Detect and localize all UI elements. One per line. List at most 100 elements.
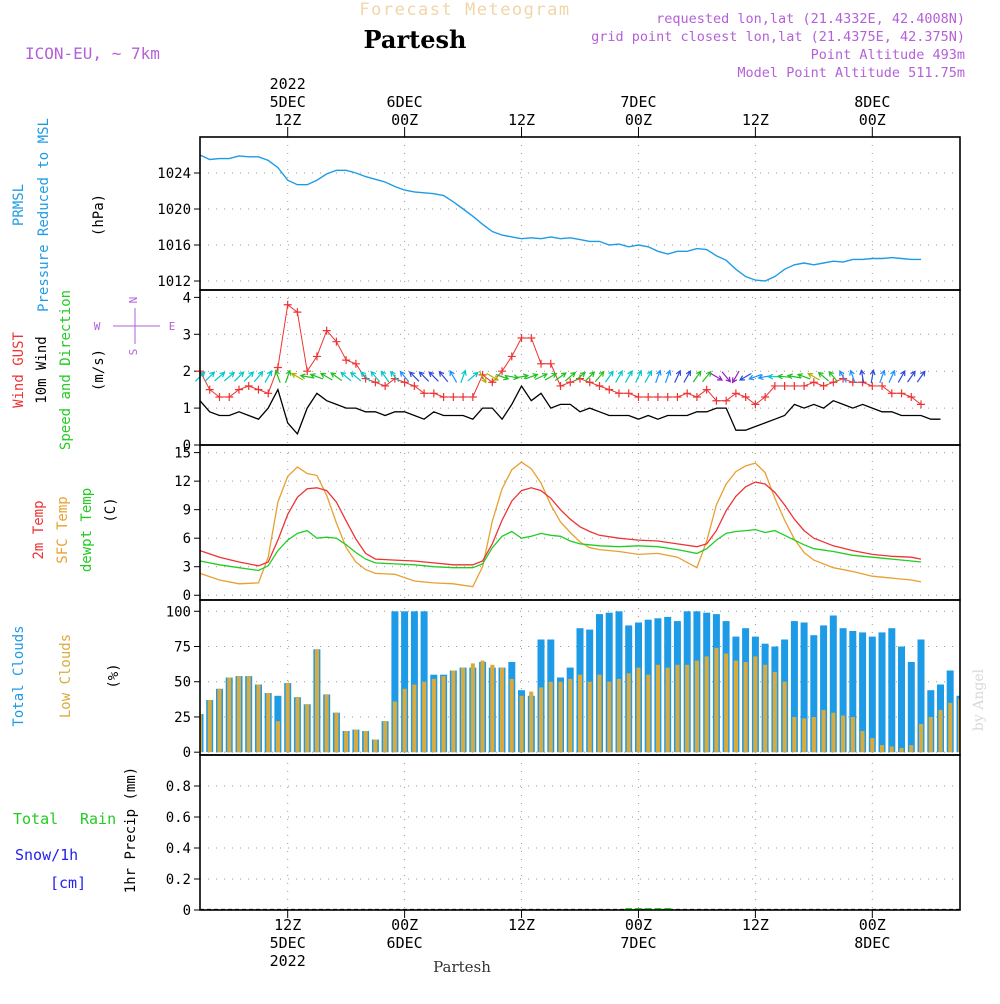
gust-marker (556, 381, 565, 390)
wind-arrow (223, 371, 236, 382)
wind-arrow (624, 370, 633, 383)
time-label-bottom: 12Z (742, 916, 769, 934)
bar-precip (635, 908, 642, 910)
bar-low-clouds (763, 664, 768, 753)
clouds-unit: (%) (106, 663, 122, 688)
bar-low-clouds (295, 697, 300, 753)
wind-arrow (399, 370, 410, 383)
bar-low-clouds (831, 712, 836, 753)
y-tick-label: 2 (183, 364, 191, 380)
y-tick-label: 1024 (157, 166, 191, 182)
watermark: by Angel (971, 668, 987, 731)
gust-marker (420, 389, 429, 398)
time-label-top: 6DEC (387, 93, 423, 111)
y-tick-label: 1 (183, 401, 191, 417)
bar-low-clouds (587, 681, 592, 753)
bar-low-clouds (285, 683, 290, 753)
bar-low-clouds (451, 670, 456, 753)
bar-low-clouds (236, 676, 241, 753)
bar-total-clouds (907, 662, 915, 753)
wind-arrow (888, 369, 896, 383)
bar-low-clouds (636, 667, 641, 753)
wind-arrow (916, 370, 926, 383)
gust-marker (702, 385, 711, 394)
gust-marker (351, 359, 360, 368)
gust-marker (488, 378, 497, 387)
wind-arrow (731, 370, 740, 384)
gust-marker (663, 393, 672, 402)
wind-arrow (360, 371, 371, 382)
gust-marker (273, 363, 282, 372)
y-tick-label: 0 (183, 903, 191, 919)
time-label-top: 12Z (742, 111, 769, 129)
time-label-bottom: 00Z (625, 916, 652, 934)
bar-low-clouds (568, 678, 573, 753)
bar-low-clouds (480, 660, 485, 753)
bar-low-clouds (324, 694, 329, 753)
bar-low-clouds (626, 673, 631, 753)
bar-low-clouds (694, 660, 699, 753)
wind-arrow (839, 370, 847, 383)
gust-marker (614, 389, 623, 398)
gust-marker (254, 385, 263, 394)
panel-pressure: 1012 1016 1020 1024 (157, 137, 960, 290)
bar-total-clouds (839, 628, 847, 753)
gust-marker (624, 389, 633, 398)
bar-total-clouds (898, 646, 905, 753)
bar-low-clouds (392, 701, 397, 753)
wind-arrow (615, 370, 623, 383)
wind-arrow (243, 371, 255, 382)
bar-low-clouds (509, 678, 514, 753)
bar-low-clouds (616, 678, 621, 753)
wind-arrow (340, 371, 352, 382)
gust-marker (780, 381, 789, 390)
time-label-bottom: 00Z (859, 916, 886, 934)
gust-marker (634, 393, 643, 402)
time-label-top: 00Z (391, 111, 418, 129)
y-tick-label: 25 (174, 710, 191, 726)
wind-arrow (428, 371, 439, 382)
plot-layer: 1012101610201024012340369121502550751000… (157, 75, 961, 970)
gust-marker (449, 393, 458, 402)
gust-marker (342, 356, 351, 365)
model-altitude: Model Point Altitude 511.75m (737, 65, 965, 81)
series-line-prmsl (199, 154, 921, 282)
bar-low-clouds (753, 656, 758, 753)
bar-low-clouds (860, 731, 865, 753)
gust-marker (829, 378, 838, 387)
gust-marker (507, 352, 516, 361)
wind-arrow (859, 369, 866, 384)
bar-total-clouds (401, 611, 409, 753)
bar-low-clouds (928, 717, 933, 753)
wind-arrow (460, 369, 467, 384)
series-line-dewpt-temp (199, 528, 922, 572)
bar-low-clouds (529, 691, 534, 753)
y-tick-label: 3 (183, 327, 191, 343)
y-tick-label: 4 (183, 290, 191, 306)
bar-low-clouds (353, 729, 358, 753)
y-tick-label: 0 (183, 745, 191, 761)
gust-marker (410, 381, 419, 390)
temp-sfc-label: SFC Temp (55, 496, 71, 563)
bar-low-clouds (402, 688, 407, 753)
y-tick-label: 15 (174, 446, 191, 462)
bar-low-clouds (548, 681, 553, 753)
bar-low-clouds (919, 724, 924, 753)
compass-south: S (127, 349, 140, 356)
gust-marker (712, 396, 721, 405)
bar-low-clouds (938, 709, 943, 753)
wind-arrow (674, 369, 682, 383)
bar-total-clouds (888, 628, 896, 753)
y-tick-label: 0.6 (166, 810, 191, 826)
y-tick-label: 50 (174, 675, 191, 691)
bar-low-clouds (246, 676, 251, 753)
time-label-top: 00Z (859, 111, 886, 129)
pressure-label-prmsl: PRMSL (11, 184, 27, 226)
bar-low-clouds (772, 671, 777, 753)
gust-marker (809, 378, 818, 387)
pressure-label-msl: Pressure Reduced to MSL (36, 118, 52, 312)
bar-low-clouds (714, 647, 719, 753)
y-tick-label: 12 (174, 474, 191, 490)
wind-gust-label: Wind GUST (11, 332, 27, 408)
time-label-bottom: 6DEC (387, 934, 423, 952)
